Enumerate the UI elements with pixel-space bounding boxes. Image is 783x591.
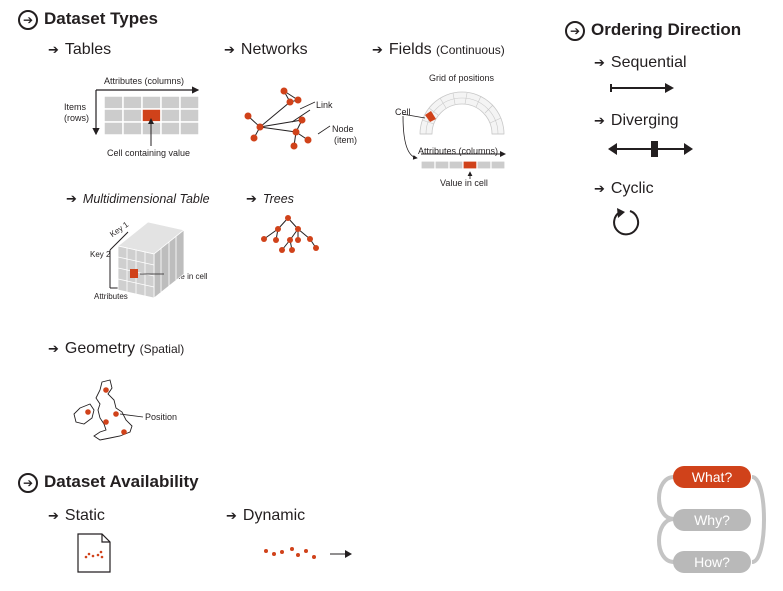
networks-link-label: Link: [316, 100, 333, 110]
nav-what-pill[interactable]: What?: [673, 466, 751, 488]
sequential-icon: [610, 83, 674, 93]
diverging-icon: [608, 141, 693, 157]
network-diagram: [244, 87, 331, 150]
trees-title: ➔ Trees: [246, 191, 294, 206]
arrow-icon: ➔: [66, 191, 77, 206]
table-diagram: [92, 86, 200, 146]
fields-attributes-label: Attributes (columns): [418, 146, 499, 156]
ordering-diverging-label: ➔ Diverging: [594, 112, 679, 129]
fields-title: ➔ Fields (Continuous): [372, 41, 505, 58]
nav-how-pill[interactable]: How?: [673, 551, 751, 573]
tables-cell-label: Cell containing value: [107, 148, 191, 158]
arrow-icon: ➔: [372, 42, 383, 57]
arrow-icon: ➔: [226, 508, 237, 523]
multidim-attributes-label: Attributes: [94, 292, 128, 301]
arrow-circle-icon: ➔: [565, 20, 585, 41]
map-diagram: [73, 379, 144, 441]
networks-title: ➔ Networks: [224, 41, 308, 58]
nav-why-pill[interactable]: Why?: [673, 509, 751, 531]
multidim-cube: [109, 221, 185, 299]
geometry-title: ➔ Geometry (Spatial): [48, 340, 185, 357]
ordering-cyclic-label: ➔ Cyclic: [594, 180, 654, 197]
arrow-icon: ➔: [594, 181, 605, 196]
availability-dynamic-label: ➔ Dynamic: [226, 507, 306, 524]
dataset-types-heading: ➔ Dataset Types: [18, 9, 158, 30]
networks-item-label: (item): [334, 135, 357, 145]
availability-heading: ➔ Dataset Availability: [18, 472, 199, 493]
static-file-icon: [77, 533, 111, 573]
fields-cell-label: Cell: [395, 107, 411, 117]
cyclic-icon: [613, 208, 640, 236]
nav-connector: [657, 475, 766, 564]
tables-rows-label: (rows): [64, 113, 89, 123]
arrow-icon: ➔: [48, 42, 59, 57]
arrow-icon: ➔: [594, 55, 605, 70]
fields-value-label: Value in cell: [440, 178, 488, 188]
fields-grid-label: Grid of positions: [429, 73, 495, 83]
networks-node-label: Node: [332, 124, 354, 134]
arrow-circle-icon: ➔: [18, 472, 38, 493]
multidim-key2-label: Key 2: [90, 250, 111, 259]
arrow-icon: ➔: [224, 42, 235, 57]
arrow-icon: ➔: [246, 191, 257, 206]
arrow-circle-icon: ➔: [18, 9, 38, 30]
arrow-icon: ➔: [48, 341, 59, 356]
tree-diagram: [261, 215, 319, 253]
ordering-heading: ➔ Ordering Direction: [565, 20, 741, 41]
geometry-position-label: Position: [145, 412, 178, 422]
tables-items-label: Items: [64, 102, 87, 112]
arrow-icon: ➔: [48, 508, 59, 523]
tables-attributes-label: Attributes (columns): [104, 76, 185, 86]
dynamic-stream-icon: [264, 547, 352, 559]
fields-diagram: [401, 91, 506, 179]
availability-static-label: ➔ Static: [48, 507, 105, 524]
multidim-title: ➔ Multidimensional Table: [66, 191, 210, 206]
arrow-icon: ➔: [594, 113, 605, 128]
ordering-sequential-label: ➔ Sequential: [594, 54, 687, 71]
multidim-value-label: Value in cell: [165, 272, 208, 281]
tables-title: ➔ Tables: [48, 41, 112, 58]
